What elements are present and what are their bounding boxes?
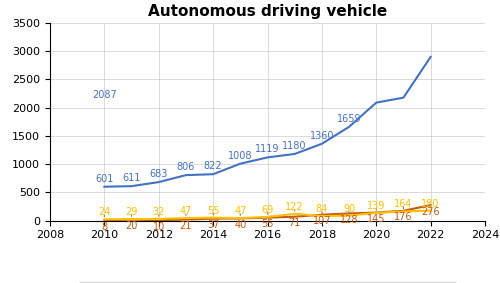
Text: 276: 276 [422,207,440,217]
Book chapters [346,214,352,217]
Text: 611: 611 [122,173,141,183]
Text: 21: 21 [180,221,192,231]
Text: 69: 69 [262,205,274,215]
Review [128,218,134,221]
Research Article [128,185,134,188]
Text: 8: 8 [102,222,107,232]
Text: 806: 806 [177,162,195,172]
Book chapters [156,217,162,221]
Text: 122: 122 [286,202,304,212]
Review [102,218,107,222]
Text: 84: 84 [316,204,328,214]
Book chapters [183,216,189,220]
Research Article [373,101,380,104]
Line: Book chapters: Book chapters [104,211,430,219]
Research Article [102,185,107,188]
Text: 10: 10 [152,222,165,232]
Book chapters [210,216,216,219]
Research Article [346,125,352,128]
Text: 683: 683 [150,169,168,179]
Research Article [319,142,325,145]
Text: 20: 20 [126,221,138,231]
Review [400,209,406,213]
Line: Research Article: Research Article [104,57,430,187]
Book chapters [238,216,244,220]
Text: 47: 47 [180,206,192,216]
Review [183,218,189,221]
Text: 145: 145 [367,214,386,224]
Book chapters [264,215,270,218]
Research Article [210,173,216,176]
Book chapters [102,218,107,221]
Line: Review: Review [104,205,430,220]
Text: 139: 139 [367,201,386,211]
Book chapters [128,217,134,221]
Research Article [428,55,434,59]
Text: 1659: 1659 [337,114,361,124]
Book chapters [428,209,434,212]
Review [238,217,244,220]
Research Article [400,96,406,99]
Research Article [264,156,270,159]
Text: 71: 71 [288,218,301,228]
Text: 1360: 1360 [310,131,334,141]
Review [346,212,352,215]
Text: 2087: 2087 [92,89,117,100]
Text: 601: 601 [95,173,114,184]
Title: Autonomous driving vehicle: Autonomous driving vehicle [148,4,387,19]
Text: 40: 40 [234,220,246,230]
Book chapters [319,214,325,218]
Text: 55: 55 [261,219,274,229]
Review [319,213,325,216]
Text: 180: 180 [422,199,440,209]
Text: 1180: 1180 [282,141,307,151]
Text: 128: 128 [340,215,358,225]
Review [292,215,298,218]
Text: 29: 29 [126,207,138,217]
Book chapters [400,210,406,213]
Text: 90: 90 [343,204,355,214]
Text: 164: 164 [394,200,412,209]
Text: 822: 822 [204,161,223,171]
Review [428,203,434,207]
Review [373,211,380,214]
Review [156,218,162,222]
Text: 32: 32 [152,207,165,217]
Book chapters [373,211,380,215]
Book chapters [292,212,298,216]
Text: 37: 37 [207,220,220,230]
Text: 47: 47 [234,206,246,216]
Review [264,216,270,219]
Text: 1008: 1008 [228,151,252,160]
Text: 24: 24 [98,207,110,217]
Research Article [238,162,244,165]
Research Article [292,152,298,156]
Text: 107: 107 [312,216,331,226]
Text: 176: 176 [394,213,412,222]
Text: 55: 55 [207,206,220,216]
Review [210,217,216,220]
Text: 1119: 1119 [256,144,280,154]
Legend: Research Article, Review, Book chapters: Research Article, Review, Book chapters [78,282,456,283]
Research Article [183,173,189,177]
Research Article [156,180,162,184]
